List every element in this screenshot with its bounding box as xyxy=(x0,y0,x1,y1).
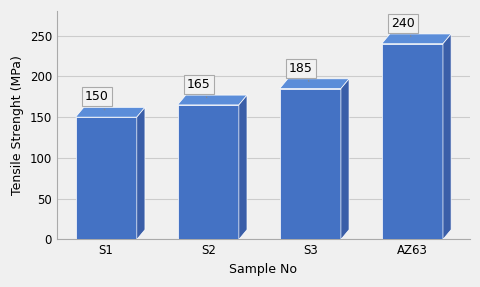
Text: 185: 185 xyxy=(288,62,312,81)
Polygon shape xyxy=(136,107,144,239)
Bar xyxy=(381,44,442,239)
Polygon shape xyxy=(340,79,348,239)
Polygon shape xyxy=(279,79,348,89)
X-axis label: Sample No: Sample No xyxy=(229,263,297,276)
Polygon shape xyxy=(177,95,247,105)
Polygon shape xyxy=(381,34,450,44)
Polygon shape xyxy=(442,34,450,239)
Bar xyxy=(177,105,239,239)
Bar xyxy=(279,89,340,239)
Y-axis label: Tensile Strenght (MPa): Tensile Strenght (MPa) xyxy=(11,55,24,195)
Bar xyxy=(75,117,136,239)
Polygon shape xyxy=(75,107,144,117)
Text: 150: 150 xyxy=(85,90,108,110)
Text: 240: 240 xyxy=(390,17,414,36)
Text: 165: 165 xyxy=(187,78,210,98)
Polygon shape xyxy=(239,95,247,239)
